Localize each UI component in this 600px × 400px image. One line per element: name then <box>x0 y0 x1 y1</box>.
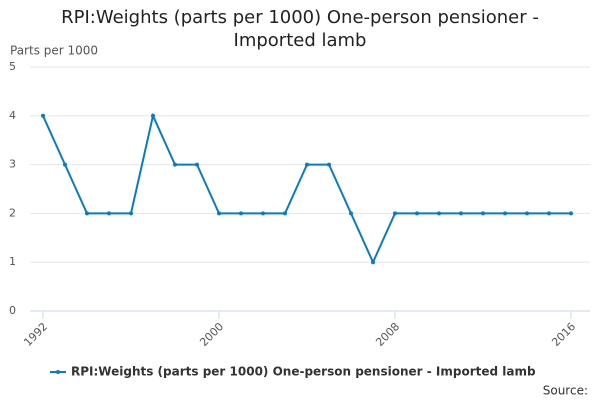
point <box>327 162 331 167</box>
point <box>283 211 287 216</box>
point <box>569 211 573 216</box>
point <box>217 211 221 216</box>
line <box>42 112 571 265</box>
point <box>525 211 529 216</box>
y-tick-label: 5 <box>9 60 16 73</box>
y-tick-label: 2 <box>9 206 16 219</box>
point <box>195 162 199 167</box>
point <box>481 211 485 216</box>
x-tick-label: 2016 <box>549 320 578 349</box>
y-axis-label: Parts per 1000 <box>10 44 98 58</box>
y-tick-label: 0 <box>9 304 16 317</box>
y-tick-label: 1 <box>9 255 16 268</box>
point <box>129 211 133 216</box>
point <box>547 211 551 216</box>
y-tick-label: 3 <box>9 158 16 171</box>
point <box>85 211 89 216</box>
point <box>349 211 353 216</box>
legend-marker <box>56 370 60 374</box>
y-tick-label: 4 <box>9 109 16 122</box>
point <box>261 211 265 216</box>
point <box>173 162 177 167</box>
point <box>437 211 441 216</box>
x-tick-label: 2000 <box>197 320 226 349</box>
point <box>305 162 309 167</box>
x-tick-label: 2008 <box>373 320 402 349</box>
legend-label: RPI:Weights (parts per 1000) One-person … <box>71 365 536 379</box>
x-tick-label: 1992 <box>21 320 50 349</box>
chart-title: RPI:Weights (parts per 1000) One-person … <box>61 7 539 51</box>
point <box>239 211 243 216</box>
point <box>459 211 463 216</box>
source: Source: <box>543 384 588 398</box>
point <box>415 211 419 216</box>
point <box>151 113 155 118</box>
point <box>371 260 375 265</box>
point <box>503 211 507 216</box>
point <box>107 211 111 216</box>
point <box>63 162 67 167</box>
point <box>41 113 45 118</box>
point <box>393 211 397 216</box>
